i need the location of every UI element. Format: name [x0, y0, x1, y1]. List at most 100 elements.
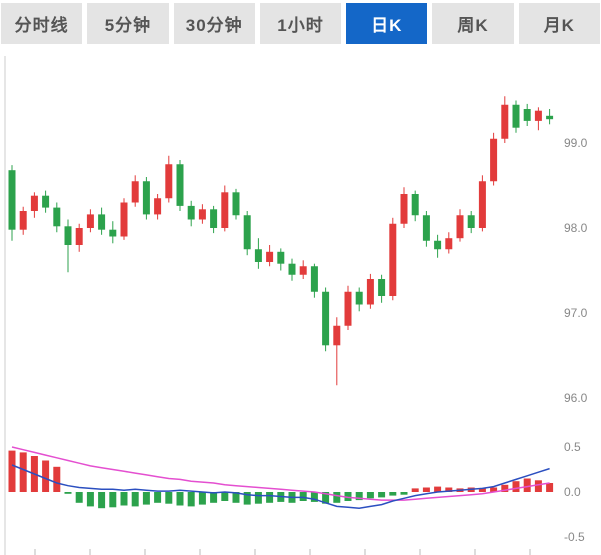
macd-bar: [187, 492, 195, 507]
macd-bar: [198, 492, 206, 505]
candle-body: [198, 209, 206, 220]
candle-body: [534, 110, 542, 121]
candle-body: [42, 195, 50, 208]
candle-body: [154, 198, 162, 215]
candle-body: [8, 170, 16, 230]
candle-body: [490, 138, 498, 182]
candle-body: [422, 215, 430, 241]
candle-body: [344, 291, 352, 326]
candle-body: [288, 263, 296, 275]
macd-bar: [400, 492, 408, 495]
candle-body: [221, 192, 229, 228]
candle-body: [165, 164, 173, 199]
macd-bar: [75, 492, 83, 503]
candle-body: [523, 109, 531, 121]
macd-bar: [333, 492, 341, 503]
macd-axis-label: 0.5: [564, 440, 581, 454]
price-axis-label: 98.0: [564, 221, 588, 235]
macd-bar: [310, 492, 318, 502]
candle-body: [501, 104, 509, 139]
macd-bar: [434, 486, 442, 492]
candle-body: [434, 240, 442, 250]
macd-bar: [512, 481, 520, 492]
candle-body: [546, 115, 554, 120]
macd-bar: [478, 488, 486, 492]
candle-body: [187, 205, 195, 220]
macd-bar: [366, 492, 374, 499]
macd-bar: [299, 492, 307, 501]
macd-bar: [19, 452, 27, 492]
price-axis-label: 97.0: [564, 306, 588, 320]
tab-1hour[interactable]: 1小时: [259, 3, 342, 44]
tab-weekly-k[interactable]: 周K: [432, 3, 514, 44]
candle-body: [389, 223, 397, 296]
candle-body: [254, 249, 262, 262]
macd-bar: [355, 492, 363, 501]
candle-body: [277, 251, 285, 264]
candle-body: [512, 104, 520, 128]
period-tabbar: 分时线 5分钟 30分钟 1小时 日K 周K 月K: [0, 0, 601, 44]
macd-axis-label: -0.5: [564, 530, 585, 544]
candle-body: [299, 266, 307, 275]
candlestick-chart[interactable]: 99.0 98.0 97.0 96.0 0.5 0.0 -0.5: [0, 48, 601, 555]
candle-body: [131, 181, 139, 203]
macd-bar: [8, 450, 16, 492]
macd-bar: [501, 484, 509, 492]
macd-bar: [120, 492, 128, 506]
tab-time-line[interactable]: 分时线: [1, 3, 83, 44]
candle-body: [142, 181, 150, 215]
macd-bar: [411, 488, 419, 492]
macd-bar: [131, 492, 139, 507]
candle-body: [445, 238, 453, 250]
candle-body: [120, 202, 128, 237]
candle-body: [310, 266, 318, 292]
macd-bar: [523, 478, 531, 492]
tab-30min[interactable]: 30分钟: [173, 3, 255, 44]
macd-bar: [254, 492, 262, 504]
macd-bar: [176, 492, 184, 506]
candle-body: [400, 194, 408, 224]
candle-body: [378, 279, 386, 296]
macd-bar: [142, 492, 150, 505]
candle-body: [232, 192, 240, 216]
macd-bar: [42, 460, 50, 492]
macd-bar: [389, 492, 397, 496]
macd-bar: [445, 487, 453, 492]
macd-bar: [64, 492, 72, 494]
macd-bar: [546, 483, 554, 492]
price-axis-label: 99.0: [564, 136, 588, 150]
chart-area[interactable]: 99.0 98.0 97.0 96.0 0.5 0.0 -0.5: [0, 48, 601, 555]
candle-body: [243, 215, 251, 250]
candle-body: [322, 291, 330, 346]
candle-body: [355, 291, 363, 305]
candle-body: [86, 214, 94, 228]
macd-bar: [378, 492, 386, 498]
candle-body: [478, 181, 486, 228]
tab-5min[interactable]: 5分钟: [87, 3, 169, 44]
candle-body: [411, 194, 419, 216]
candle-body: [30, 195, 38, 211]
macd-bar: [221, 492, 229, 501]
candle-body: [176, 164, 184, 206]
macd-bar: [322, 492, 330, 504]
dif-line: [11, 464, 550, 509]
dea-line: [11, 446, 550, 501]
macd-bar: [210, 492, 218, 503]
price-axis-label: 96.0: [564, 391, 588, 405]
macd-bar: [243, 492, 251, 505]
macd-bar: [422, 487, 430, 492]
candle-body: [366, 279, 374, 305]
macd-bar: [490, 487, 498, 492]
macd-bar: [165, 492, 173, 504]
tab-monthly-k[interactable]: 月K: [518, 3, 600, 44]
candle-body: [64, 226, 72, 245]
macd-bar: [534, 480, 542, 492]
macd-axis-label: 0.0: [564, 485, 581, 499]
macd-bar: [232, 492, 240, 503]
candle-body: [210, 209, 218, 228]
macd-bar: [86, 492, 94, 507]
tab-daily-k[interactable]: 日K: [346, 3, 428, 44]
macd-bar: [154, 492, 162, 503]
candle-body: [53, 207, 61, 227]
candle-body: [19, 211, 27, 230]
